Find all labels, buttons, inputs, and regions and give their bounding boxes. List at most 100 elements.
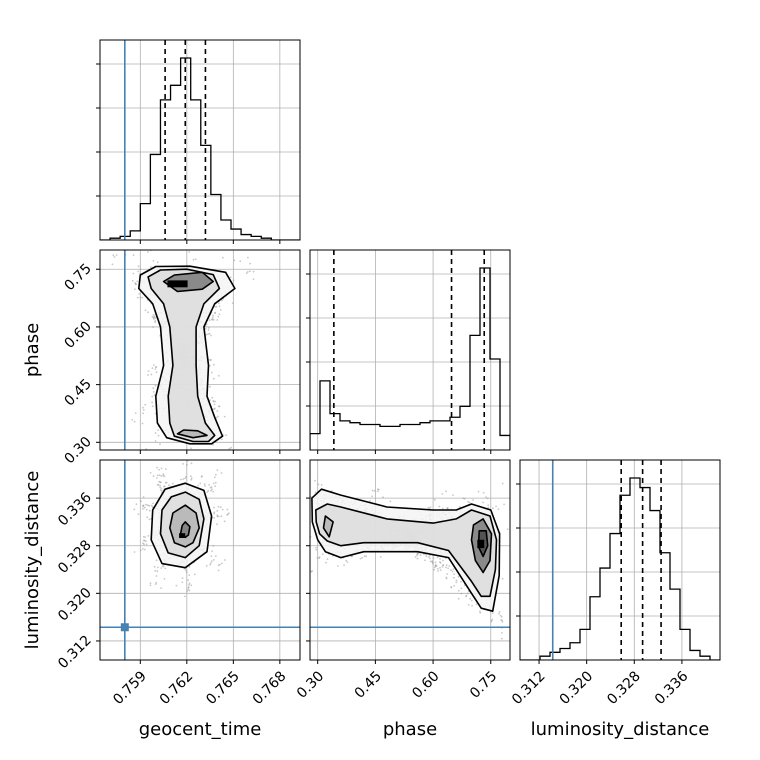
scatter-point bbox=[153, 318, 155, 320]
scatter-point bbox=[468, 501, 471, 504]
scatter-point bbox=[458, 589, 460, 592]
scatter-point bbox=[371, 495, 373, 498]
scatter-point bbox=[146, 516, 149, 519]
scatter-point bbox=[210, 489, 212, 492]
scatter-point bbox=[154, 583, 157, 585]
scatter-point bbox=[252, 278, 255, 280]
scatter-point bbox=[142, 406, 144, 409]
scatter-point bbox=[226, 508, 229, 511]
scatter-point bbox=[464, 497, 466, 500]
scatter-point bbox=[117, 242, 119, 244]
scatter-point bbox=[472, 499, 474, 501]
scatter-point bbox=[115, 254, 118, 256]
scatter-point bbox=[525, 512, 527, 514]
scatter-point bbox=[212, 559, 215, 561]
scatter-point bbox=[269, 509, 271, 511]
scatter-point bbox=[137, 270, 140, 273]
scatter-point bbox=[501, 637, 503, 640]
scatter-point bbox=[194, 258, 197, 260]
scatter-point bbox=[212, 377, 215, 380]
scatter-point bbox=[153, 565, 156, 568]
scatter-point bbox=[453, 584, 456, 587]
scatter-point bbox=[160, 475, 163, 477]
scatter-point bbox=[150, 373, 153, 376]
scatter-point bbox=[531, 643, 533, 645]
scatter-point bbox=[302, 537, 304, 539]
scatter-point bbox=[148, 504, 151, 507]
scatter-point bbox=[141, 296, 144, 299]
scatter-point bbox=[215, 416, 218, 419]
scatter-point bbox=[218, 405, 220, 408]
scatter-point bbox=[144, 309, 147, 312]
scatter-point bbox=[539, 530, 541, 532]
hist-step-geocent_time bbox=[100, 57, 300, 240]
scatter-point bbox=[301, 556, 303, 558]
density-peak bbox=[167, 280, 188, 288]
scatter-point bbox=[287, 468, 289, 470]
scatter-point bbox=[506, 528, 509, 530]
scatter-point bbox=[460, 592, 463, 595]
scatter-point bbox=[165, 481, 168, 484]
scatter-point bbox=[211, 550, 213, 552]
scatter-point bbox=[260, 477, 262, 479]
scatter-point bbox=[142, 412, 145, 415]
scatter-point bbox=[302, 483, 304, 485]
scatter-point bbox=[141, 504, 144, 507]
contour-line-1 bbox=[147, 268, 221, 443]
scatter-point bbox=[246, 271, 249, 273]
scatter-point bbox=[498, 611, 501, 613]
scatter-point bbox=[157, 429, 160, 431]
scatter-point bbox=[217, 505, 220, 508]
hist-panel-phase bbox=[306, 249, 511, 454]
scatter-point bbox=[389, 500, 392, 503]
scatter-point bbox=[138, 293, 141, 295]
scatter-point bbox=[157, 483, 160, 486]
scatter-point bbox=[424, 559, 426, 562]
scatter-point bbox=[182, 478, 185, 480]
scatter-point bbox=[219, 309, 222, 311]
scatter-point bbox=[203, 483, 206, 485]
scatter-point bbox=[439, 569, 442, 571]
contour-line-4 bbox=[477, 530, 489, 558]
scatter-point bbox=[359, 557, 362, 560]
scatter-point bbox=[471, 605, 473, 607]
scatter-point bbox=[482, 491, 485, 494]
scatter-point bbox=[147, 251, 149, 253]
scatter-point bbox=[226, 514, 229, 516]
scatter-point bbox=[470, 599, 473, 602]
scatter-point bbox=[152, 259, 155, 262]
scatter-point bbox=[212, 314, 215, 317]
scatter-point bbox=[112, 254, 115, 257]
scatter-point bbox=[152, 475, 155, 478]
scatter-point bbox=[188, 583, 190, 586]
scatter-point bbox=[314, 479, 316, 482]
scatter-points bbox=[260, 468, 541, 645]
scatter-point bbox=[445, 564, 448, 567]
scatter-point bbox=[437, 570, 439, 572]
scatter-point bbox=[460, 587, 463, 590]
scatter-point bbox=[500, 616, 503, 618]
scatter-point bbox=[192, 451, 194, 453]
scatter-point bbox=[222, 256, 224, 259]
scatter-point bbox=[136, 227, 138, 229]
scatter-point bbox=[414, 556, 417, 558]
scatter-point bbox=[365, 555, 367, 558]
panel-frame bbox=[309, 249, 511, 451]
scatter-point bbox=[133, 420, 136, 423]
scatter-point bbox=[500, 619, 502, 621]
scatter-point bbox=[216, 514, 219, 517]
scatter-point bbox=[160, 587, 162, 589]
scatter-point bbox=[161, 461, 163, 463]
scatter-point bbox=[441, 493, 444, 495]
scatter-point bbox=[363, 555, 366, 558]
scatter-point bbox=[377, 488, 379, 490]
scatter-point bbox=[154, 569, 157, 572]
scatter-point bbox=[210, 555, 213, 557]
scatter-point bbox=[208, 332, 211, 335]
scatter-point bbox=[210, 560, 213, 563]
scatter-point bbox=[526, 501, 528, 503]
scatter-point bbox=[215, 473, 217, 476]
scatter-point bbox=[495, 505, 497, 508]
scatter-point bbox=[157, 566, 159, 569]
scatter-point bbox=[159, 486, 162, 489]
